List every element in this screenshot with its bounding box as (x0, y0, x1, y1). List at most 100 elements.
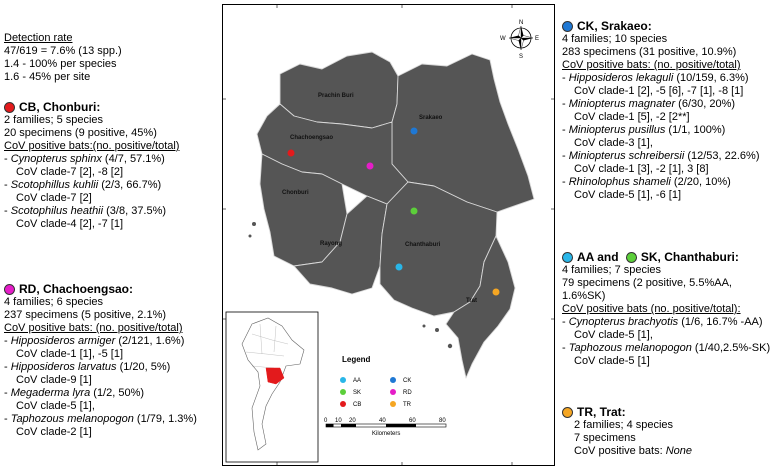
bat-clade: CoV clade-5 [1], (574, 329, 653, 341)
site-cb-bats-header: CoV positive bats:(no. positive/total) (4, 140, 180, 152)
bat-clade: CoV clade-9 [1] (16, 374, 92, 386)
bat-clade: CoV clade-5 [1], -6 [1] (574, 189, 681, 201)
ck-marker-icon (562, 21, 573, 32)
site-rd-panel: RD, Chachoengsao: 4 families; 6 species … (4, 283, 197, 439)
map-legend: Legend AA CK SK RD CB TR (340, 355, 412, 408)
compass-n: N (519, 20, 523, 26)
bat-species: - Taphozous melanopogon (1/79, 1.3%) (4, 413, 197, 425)
label-chachoengsao: Chachoengsao (290, 135, 333, 141)
label-srakaeo: Srakaeo (419, 115, 443, 121)
bat-clade: CoV clade-5 [1] (574, 355, 650, 367)
bat-clade: CoV clade-7 [2], -8 [2] (16, 166, 123, 178)
islands (248, 222, 453, 349)
site-sk-title: SK, Chanthaburi: (640, 250, 739, 264)
aa-marker-icon (562, 252, 573, 263)
site-aa-sk-line: 1.6%SK) (562, 290, 606, 302)
site-rd-header: RD, Chachoengsao: (4, 283, 197, 296)
bat-clade: CoV clade-1 [2], -5 [6], -7 [1], -8 [1] (574, 85, 744, 97)
site-aa-sk-line: 4 families; 7 species (562, 264, 662, 276)
legend-label: RD (403, 390, 412, 396)
compass-rose-icon: N S E W (500, 20, 539, 60)
legend-label: CB (353, 402, 361, 408)
scale-tick: 10 (335, 418, 342, 424)
site-ck-line: 4 families; 10 species (562, 33, 668, 45)
bat-species: - Miniopterus schreibersii (12/53, 22.6%… (562, 150, 760, 162)
label-trat: Trat (466, 298, 477, 304)
site-aa-sk-panel: AA and SK, Chanthaburi: 4 families; 7 sp… (562, 251, 770, 368)
bat-species: - Hipposideros larvatus (1/20, 5%) (4, 361, 171, 373)
site-rd-bats-header: CoV positive bats: (no. positive/total) (4, 322, 183, 334)
site-marker-rd (366, 162, 374, 170)
label-rayong: Rayong (320, 241, 342, 247)
scale-tick: 80 (439, 418, 446, 424)
detection-line: 1.4 - 100% per species (4, 58, 117, 70)
compass-w: W (500, 36, 506, 42)
site-marker-tr (492, 288, 500, 296)
compass-s: S (519, 54, 523, 60)
province-polygons (256, 51, 535, 379)
bat-species: - Miniopterus pusillus (1/1, 100%) (562, 124, 726, 136)
site-marker-aa (395, 263, 403, 271)
label-prachin-buri: Prachin Buri (318, 93, 354, 99)
site-tr-positive: CoV positive bats: None (574, 445, 693, 457)
site-marker-ck (410, 127, 418, 135)
bat-clade: CoV clade-3 [1], (574, 137, 653, 149)
site-ck-line: 283 specimens (31 positive, 10.9%) (562, 46, 737, 58)
bat-species: - Miniopterus magnater (6/30, 20%) (562, 98, 736, 110)
sk-marker-icon (625, 252, 637, 263)
bat-clade: CoV clade-5 [1], (16, 400, 95, 412)
scale-unit: Kilometers (372, 431, 400, 437)
site-cb-line: 2 families; 5 species (4, 114, 104, 126)
site-tr-line: 7 specimens (574, 432, 636, 444)
site-tr-panel: TR, Trat: 2 families; 4 species 7 specim… (562, 406, 692, 458)
bat-species: - Rhinolophus shameli (2/20, 10%) (562, 176, 731, 188)
site-marker-sk (410, 207, 418, 215)
site-aa-sk-line: 79 specimens (2 positive, 5.5%AA, (562, 277, 732, 289)
detection-summary: Detection rate 47/619 = 7.6% (13 spp.) 1… (4, 32, 122, 84)
compass-e: E (535, 36, 539, 42)
scale-bar: 0 10 20 40 60 80 Kilometers (324, 418, 446, 437)
label-chonburi: Chonburi (282, 190, 309, 196)
legend-label: TR (403, 402, 412, 408)
rd-marker-icon (4, 284, 15, 295)
bat-species: - Scotophilus heathii (3/8, 37.5%) (4, 205, 167, 217)
bat-species: - Cynopterus sphinx (4/7, 57.1%) (4, 153, 165, 165)
site-cb-line: 20 specimens (9 positive, 45%) (4, 127, 157, 139)
tr-marker-icon (562, 407, 573, 418)
cb-marker-icon (4, 102, 15, 113)
label-chanthaburi: Chanthaburi (405, 242, 441, 248)
bat-clade: CoV clade-1 [5], -2 [2**] (574, 111, 690, 123)
detection-line: 1.6 - 45% per site (4, 71, 91, 83)
scale-tick: 40 (379, 418, 386, 424)
site-tr-line: 2 families; 4 species (574, 419, 674, 431)
site-ck-bats-header: CoV positive bats: (no. positive/total) (562, 59, 741, 71)
bat-species: - Hipposideros lekaguli (10/159, 6.3%) (562, 72, 749, 84)
bat-clade: CoV clade-1 [1], -5 [1] (16, 348, 123, 360)
site-rd-line: 4 families; 6 species (4, 296, 104, 308)
site-aa-sk-bats-header: CoV positive bats (no. positive/total): (562, 303, 741, 315)
bat-clade: CoV clade-7 [2] (16, 192, 92, 204)
site-ck-title: CK, Srakaeo: (577, 19, 652, 33)
scale-tick: 20 (349, 418, 356, 424)
bat-species: - Scotophillus kuhlii (2/3, 66.7%) (4, 179, 162, 191)
site-cb-panel: CB, Chonburi: 2 families; 5 species 20 s… (4, 101, 179, 231)
bat-clade: CoV clade-1 [3], -2 [1], 3 [8] (574, 163, 709, 175)
study-area-map: Prachin Buri Srakaeo Chachoengsao Chonbu… (222, 4, 555, 466)
graticule-ticks (222, 4, 555, 466)
site-aa-sk-header: AA and SK, Chanthaburi: (562, 251, 770, 264)
site-marker-cb (287, 149, 295, 157)
scale-tick: 0 (324, 418, 328, 424)
bat-clade: CoV clade-4 [2], -7 [1] (16, 218, 123, 230)
site-tr-header: TR, Trat: (562, 406, 692, 419)
legend-label: CK (403, 378, 411, 384)
bat-species: - Megaderma lyra (1/2, 50%) (4, 387, 145, 399)
bat-species: - Cynopterus brachyotis (1/6, 16.7% -AA) (562, 316, 763, 328)
site-aa-title: AA and (577, 250, 622, 264)
thailand-inset-map (225, 311, 319, 463)
site-tr-title: TR, Trat: (577, 405, 626, 419)
bat-species: - Hipposideros armiger (2/121, 1.6%) (4, 335, 185, 347)
detection-title: Detection rate (4, 32, 73, 44)
bat-clade: CoV clade-2 [1] (16, 426, 92, 438)
site-cb-header: CB, Chonburi: (4, 101, 179, 114)
scale-tick: 60 (409, 418, 416, 424)
